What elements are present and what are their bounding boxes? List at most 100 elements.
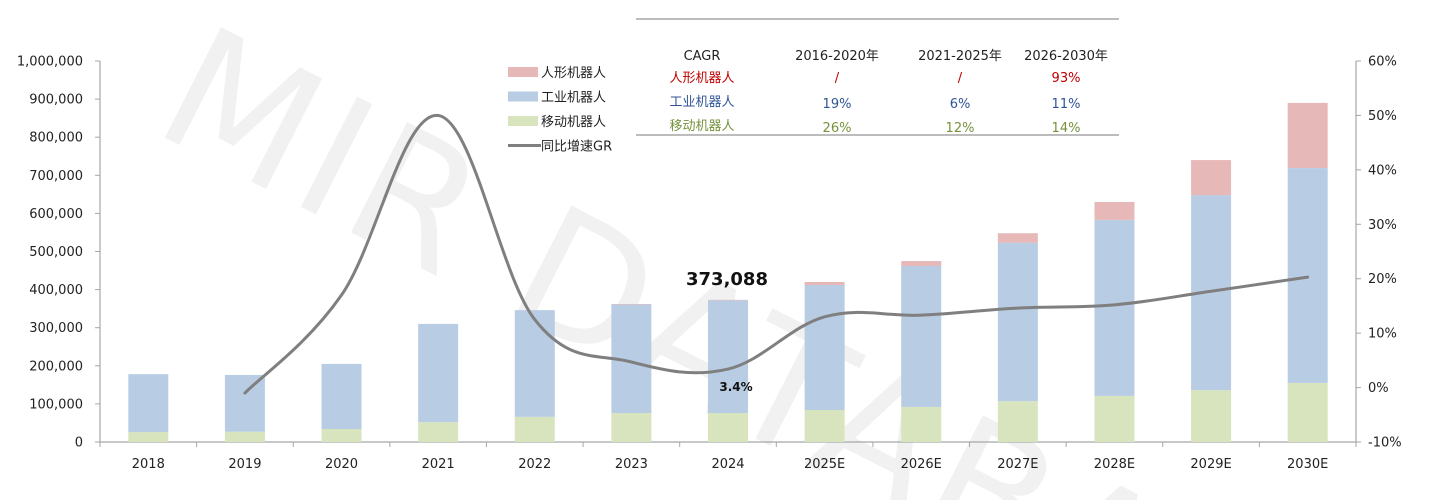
bar-segment (708, 300, 748, 414)
bar-stack-2020 (321, 363, 362, 442)
legend-label: 同比增速GR (541, 140, 612, 155)
bar-stack-2018 (128, 374, 169, 442)
legend-label: 人形机器人 (541, 66, 606, 81)
bar-segment (804, 409, 845, 442)
x-category-label: 2026E (901, 457, 942, 472)
bar-segment (224, 374, 265, 432)
bar-segment (1094, 219, 1135, 396)
x-category-label: 2024 (711, 457, 744, 472)
x-category-label: 2029E (1190, 457, 1231, 472)
bar-stack-2024 (708, 299, 748, 442)
bar-stack-2019 (224, 374, 265, 442)
bar-segment (418, 323, 459, 423)
cagr-row-label: 工业机器人 (669, 95, 734, 110)
x-category-label: 2020 (325, 457, 358, 472)
bar-segment (514, 416, 555, 442)
x-category-label: 2030E (1287, 457, 1328, 472)
legend-label: 工业机器人 (541, 91, 606, 106)
left-tick-label: 300,000 (29, 321, 83, 336)
x-category-label: 2021 (422, 457, 455, 472)
bar-segment (418, 422, 459, 442)
right-tick-label: 40% (1368, 163, 1397, 178)
left-tick-label: 700,000 (29, 169, 83, 184)
right-tick-label: 10% (1368, 327, 1397, 342)
legend-label: 移动机器人 (541, 115, 606, 130)
x-category-label: 2019 (228, 457, 261, 472)
bar-segment (708, 299, 748, 301)
bar-stack-2023 (611, 304, 652, 442)
x-category-label: 2023 (615, 457, 648, 472)
cagr-header-cell: 2016-2020年 (795, 49, 879, 64)
bar-segment (128, 432, 169, 442)
cagr-value-cell: 26% (823, 121, 852, 136)
cagr-value-cell: 12% (946, 121, 975, 136)
cagr-header-cell: CAGR (684, 49, 721, 64)
cagr-header-cell: 2026-2030年 (1024, 49, 1108, 64)
cagr-value-cell: / (835, 71, 840, 86)
left-tick-label: 900,000 (29, 93, 83, 108)
annotation-2024-growth: 3.4% (719, 380, 752, 394)
bar-segment (804, 285, 845, 410)
bar-segment (611, 304, 652, 305)
x-category-label: 2025E (804, 457, 845, 472)
left-tick-label: 0 (75, 436, 83, 451)
bar-segment (1191, 160, 1232, 196)
legend-item: 人形机器人 (508, 66, 606, 81)
bar-segment (1094, 201, 1135, 220)
bar-segment (901, 406, 942, 442)
annotation-2024-total: 373,088 (686, 269, 768, 290)
x-category-label: 2018 (132, 457, 165, 472)
right-tick-label: 0% (1368, 381, 1389, 396)
bar-segment (901, 265, 942, 407)
cagr-value-cell: 93% (1052, 71, 1081, 86)
right-tick-label: 30% (1368, 218, 1397, 233)
bar-stack-2025E (804, 281, 845, 442)
bar-stack-2029E (1191, 160, 1232, 442)
growth-line-series (243, 113, 1310, 395)
legend-swatch (508, 91, 538, 102)
x-category-label: 2027E (997, 457, 1038, 472)
cagr-row-label: 人形机器人 (669, 71, 734, 86)
x-category-label: 2022 (518, 457, 551, 472)
bar-segment (997, 233, 1038, 243)
cagr-value-cell: 11% (1052, 97, 1081, 112)
right-tick-label: 20% (1368, 272, 1397, 287)
growth-line (243, 113, 1310, 395)
bar-segment (1094, 395, 1135, 442)
bar-stack-2027E (997, 233, 1038, 442)
cagr-row-label: 移动机器人 (669, 119, 734, 134)
left-tick-label: 600,000 (29, 207, 83, 222)
left-tick-label: 100,000 (29, 397, 83, 412)
bar-segment (997, 401, 1038, 442)
bar-segment (611, 413, 652, 442)
legend-item: 工业机器人 (508, 91, 606, 106)
cagr-header-cell: 2021-2025年 (918, 49, 1002, 64)
bar-stack-2028E (1094, 201, 1135, 442)
legend-item: 同比增速GR (508, 140, 612, 155)
cagr-value-cell: 6% (950, 97, 971, 112)
bar-segment (1287, 168, 1328, 383)
legend-swatch (508, 116, 538, 126)
axes: 0 100,000 200,000 300,000 400,000 500,000 600,… (17, 55, 1402, 473)
cagr-value-cell: 19% (823, 97, 852, 112)
left-tick-label: 200,000 (29, 359, 83, 374)
left-tick-label: 1,000,000 (17, 55, 83, 70)
right-tick-label: -10% (1368, 436, 1402, 451)
legend-item: 移动机器人 (508, 115, 606, 130)
left-tick-label: 400,000 (29, 283, 83, 298)
bar-series (128, 102, 1328, 442)
bar-segment (1287, 382, 1328, 442)
right-tick-label: 60% (1368, 55, 1397, 70)
bar-segment (321, 429, 362, 442)
bar-segment (321, 363, 362, 430)
left-tick-label: 500,000 (29, 245, 83, 260)
x-category-label: 2028E (1094, 457, 1135, 472)
cagr-value-cell: / (958, 71, 963, 86)
left-tick-label: 800,000 (29, 131, 83, 146)
bar-segment (1191, 390, 1232, 442)
right-tick-label: 50% (1368, 109, 1397, 124)
bar-stack-2026E (901, 261, 942, 442)
bar-segment (997, 242, 1038, 402)
